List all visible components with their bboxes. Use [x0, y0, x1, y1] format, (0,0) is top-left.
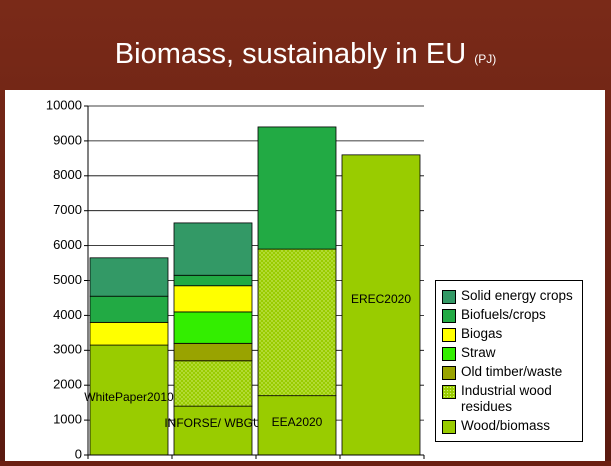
bar-segment [341, 154, 421, 456]
legend-entry: Old timber/waste [440, 364, 578, 380]
title-unit: (PJ) [474, 52, 497, 66]
y-tick-label: 7000 [53, 202, 82, 217]
bar-segment [173, 311, 253, 344]
category-label: WhitePaper2010 [84, 390, 174, 404]
bar-segment [173, 285, 253, 313]
legend-entry: Wood/biomass [440, 418, 578, 434]
bar-segment [257, 126, 337, 250]
legend-swatch [442, 290, 456, 304]
legend-label: Old timber/waste [461, 364, 563, 379]
y-tick-label: 3000 [53, 342, 82, 357]
bar-segment [89, 295, 169, 323]
y-tick-label: 2000 [53, 377, 82, 392]
y-tick-label: 5000 [53, 272, 82, 287]
legend-entry: Biofuels/crops [440, 307, 578, 323]
legend-label: Straw [461, 345, 496, 360]
legend-swatch [442, 366, 456, 380]
title-text: Biomass, sustainably in EU [114, 38, 467, 70]
y-tick-label: 4000 [53, 307, 82, 322]
legend-label: Biogas [461, 326, 503, 341]
legend-swatch [442, 385, 456, 399]
legend-label: Industrial wood residues [461, 383, 552, 414]
bar-segment [257, 248, 337, 397]
legend-entry: Industrial wood residues [440, 383, 578, 415]
legend-label: Biofuels/crops [461, 307, 546, 322]
legend-entry: Straw [440, 345, 578, 361]
chart-area: 0 1000 2000 3000 4000 5000 6000 7000 8000 9000 100… [5, 90, 605, 461]
category-label: EEA2020 [272, 415, 323, 429]
legend-entry: Solid energy crops [440, 288, 578, 304]
chart: 0 1000 2000 3000 4000 5000 6000 7000 8000 9000 100… [46, 97, 425, 461]
legend-label: Wood/biomass [461, 418, 551, 433]
y-tick-label: 6000 [53, 237, 82, 252]
bar-segment [173, 405, 253, 456]
y-tick-label: 10000 [46, 97, 82, 112]
legend: Solid energy crops Biofuels/crops Biogas St… [435, 280, 583, 442]
y-tick-label: 9000 [53, 132, 82, 147]
bar-segment [173, 222, 253, 276]
bar-segment [173, 360, 253, 407]
legend-entry: Biogas [440, 326, 578, 342]
slide-title: Biomass, sustainably in EU (PJ) [0, 38, 611, 71]
legend-swatch [442, 347, 456, 361]
bar-segment [89, 321, 169, 346]
y-tick-label: 8000 [53, 167, 82, 182]
y-tick-label: 1000 [53, 412, 82, 427]
bar-segment [89, 257, 169, 297]
category-label: EREC2020 [351, 292, 411, 306]
legend-swatch [442, 309, 456, 323]
bar-segment [89, 344, 169, 456]
legend-swatch [442, 328, 456, 342]
legend-label: Solid energy crops [461, 288, 573, 303]
bar-segment [173, 342, 253, 362]
category-label: INFORSE/ WBGU [164, 416, 261, 430]
bar-segment [173, 274, 253, 287]
y-tick-label: 0 [75, 446, 82, 461]
legend-swatch [442, 420, 456, 434]
